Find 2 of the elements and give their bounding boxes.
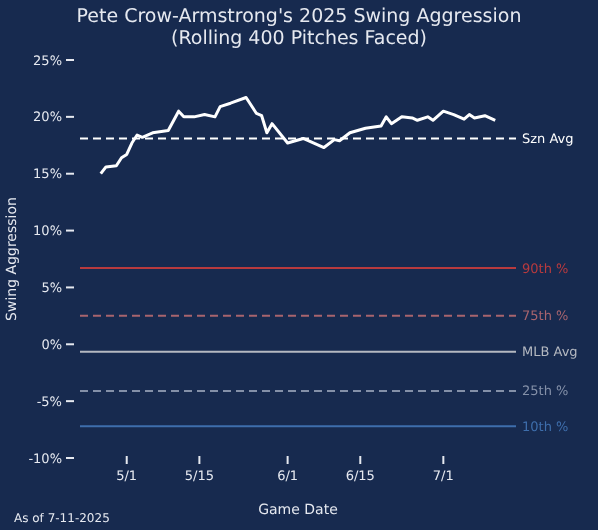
chart-subtitle: (Rolling 400 Pitches Faced) <box>171 28 427 50</box>
chart-title: Pete Crow-Armstrong's 2025 Swing Aggression <box>76 6 522 28</box>
